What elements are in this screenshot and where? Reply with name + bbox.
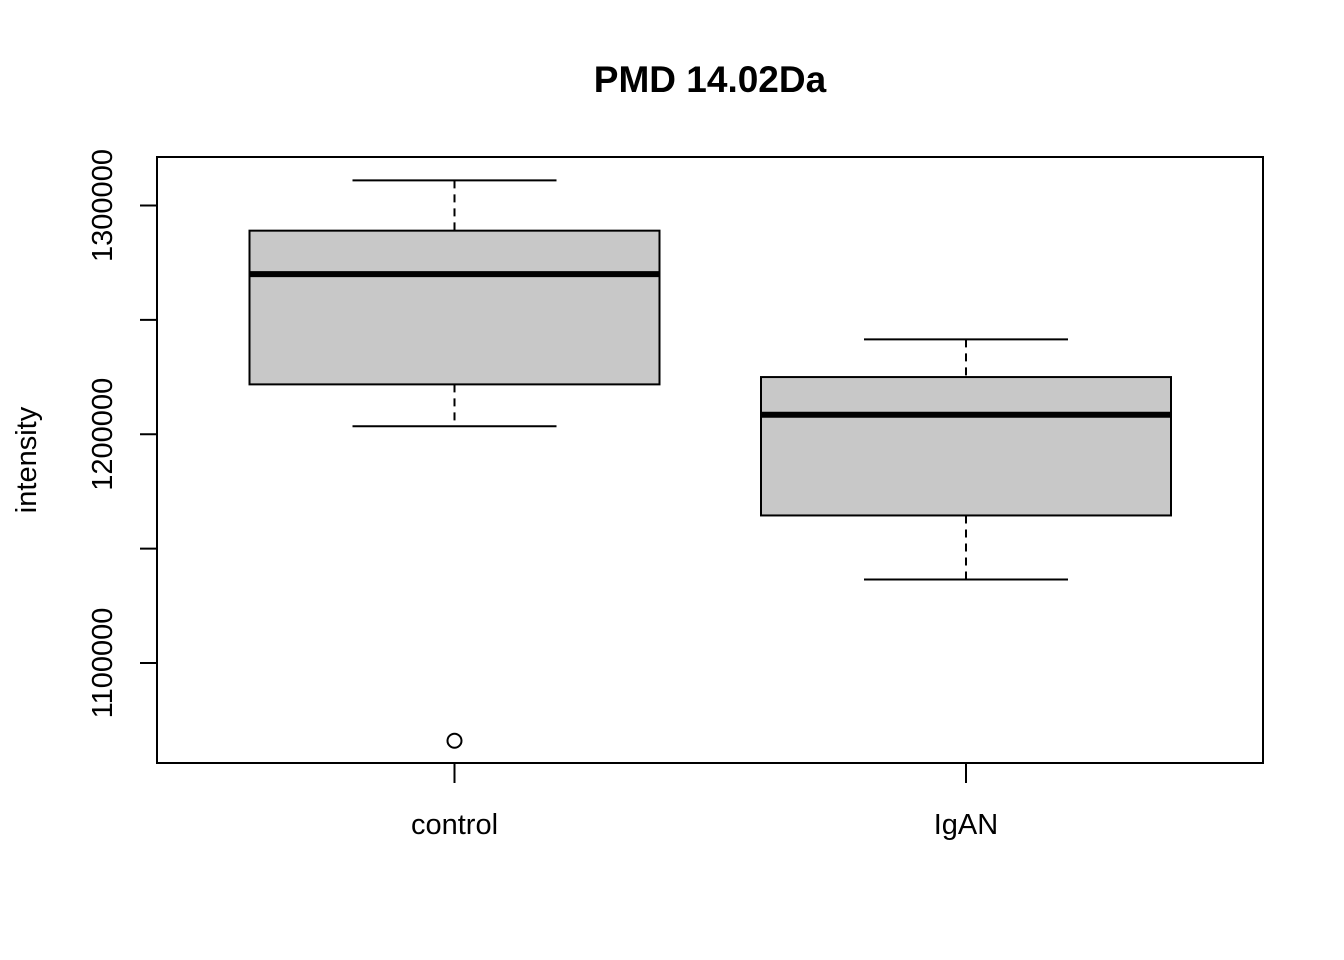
box-IgAN <box>760 338 1172 581</box>
x-axis: control IgAN <box>411 763 998 841</box>
y-tick-label: 1200000 <box>87 378 119 491</box>
iqr-box <box>760 376 1172 517</box>
y-tick-label: 1100000 <box>87 608 119 719</box>
box-series <box>248 179 1172 749</box>
y-tick-label: 1300000 <box>87 149 119 262</box>
y-axis: 1100000 1200000 1300000 <box>87 149 158 719</box>
outlier-point <box>446 732 463 749</box>
chart-title: PMD 14.02Da <box>594 59 827 100</box>
box-control <box>248 179 661 749</box>
iqr-box <box>248 229 661 386</box>
x-tick-label: IgAN <box>934 809 998 841</box>
y-axis-label: intensity <box>11 406 43 513</box>
x-tick-label: control <box>411 809 498 841</box>
